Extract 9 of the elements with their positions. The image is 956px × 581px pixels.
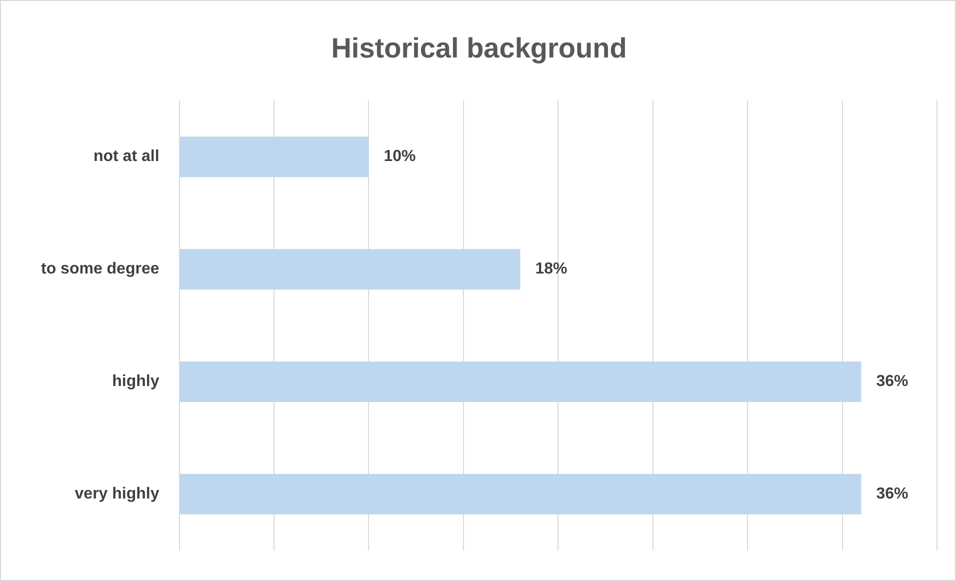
data-label: 36%: [876, 373, 908, 390]
chart-title: Historical background: [331, 32, 627, 64]
data-label: 36%: [876, 486, 908, 503]
y-tick-label: to some degree: [40, 260, 160, 278]
y-tick-label: not at all: [93, 148, 160, 166]
y-tick-label: highly: [112, 373, 160, 390]
data-label: 10%: [384, 148, 416, 166]
y-tick-label: very highly: [74, 486, 160, 503]
data-label: 18%: [535, 260, 568, 278]
